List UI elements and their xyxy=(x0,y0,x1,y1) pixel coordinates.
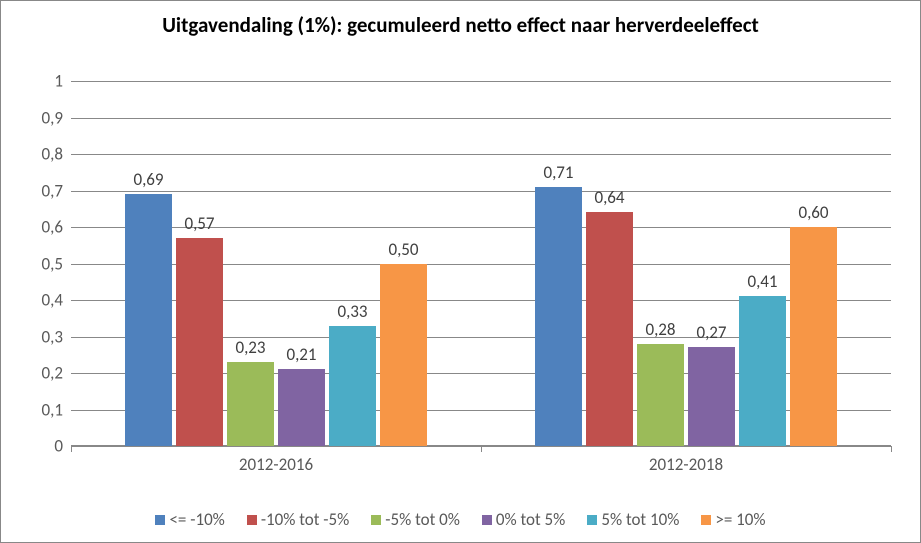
gridline xyxy=(71,154,891,155)
legend-swatch xyxy=(482,515,492,525)
bar: 0,21 xyxy=(278,369,325,446)
bar-value-label: 0,69 xyxy=(133,169,163,190)
legend-swatch xyxy=(155,515,165,525)
x-tick xyxy=(891,446,892,452)
legend-label: 5% tot 10% xyxy=(601,509,679,530)
bar-value-label: 0,41 xyxy=(747,271,777,292)
legend-item: 5% tot 10% xyxy=(587,509,679,530)
legend-label: 0% tot 5% xyxy=(496,509,565,530)
y-tick-label: 1 xyxy=(54,71,63,92)
bar-value-label: 0,57 xyxy=(184,213,214,234)
bar: 0,23 xyxy=(227,362,274,446)
y-tick-label: 0,1 xyxy=(42,399,63,420)
bar-value-label: 0,21 xyxy=(286,344,316,365)
legend-label: -10% tot -5% xyxy=(261,509,349,530)
legend-swatch xyxy=(587,515,597,525)
y-tick-label: 0,5 xyxy=(42,253,63,274)
chart-container: Uitgavendaling (1%): gecumuleerd netto e… xyxy=(0,0,921,543)
bar-value-label: 0,23 xyxy=(235,337,265,358)
bar: 0,50 xyxy=(380,264,427,447)
plot-area: 00,10,20,30,40,50,60,70,80,912012-20160,… xyxy=(71,81,891,446)
legend-item: >= 10% xyxy=(701,509,765,530)
y-tick-label: 0,9 xyxy=(42,107,63,128)
legend-swatch xyxy=(371,515,381,525)
bar: 0,69 xyxy=(125,194,172,446)
y-tick-label: 0,7 xyxy=(42,180,63,201)
x-tick xyxy=(71,446,72,452)
bar: 0,60 xyxy=(790,227,837,446)
legend-swatch xyxy=(247,515,257,525)
bar: 0,71 xyxy=(535,187,582,446)
gridline xyxy=(71,118,891,119)
bar-value-label: 0,27 xyxy=(696,322,726,343)
y-tick-label: 0 xyxy=(54,436,63,457)
chart-title: Uitgavendaling (1%): gecumuleerd netto e… xyxy=(1,1,920,38)
bar-value-label: 0,33 xyxy=(337,301,367,322)
legend-item: <= -10% xyxy=(155,509,224,530)
legend-label: >= 10% xyxy=(715,509,765,530)
y-tick-label: 0,2 xyxy=(42,363,63,384)
y-tick-label: 0,6 xyxy=(42,217,63,238)
legend: <= -10% -10% tot -5% -5% tot 0% 0% tot 5% 5%… xyxy=(1,509,920,530)
gridline xyxy=(71,191,891,192)
bar: 0,28 xyxy=(637,344,684,446)
bar: 0,41 xyxy=(739,296,786,446)
x-category-label: 2012-2018 xyxy=(649,454,723,475)
legend-item: -10% tot -5% xyxy=(247,509,349,530)
bar: 0,27 xyxy=(688,347,735,446)
y-tick-label: 0,4 xyxy=(42,290,63,311)
legend-label: <= -10% xyxy=(169,509,224,530)
y-tick-label: 0,8 xyxy=(42,144,63,165)
bar: 0,64 xyxy=(586,212,633,446)
bar: 0,33 xyxy=(329,326,376,446)
bar-value-label: 0,64 xyxy=(594,187,624,208)
y-tick-label: 0,3 xyxy=(42,326,63,347)
legend-item: 0% tot 5% xyxy=(482,509,565,530)
bar-value-label: 0,28 xyxy=(645,319,675,340)
bar-value-label: 0,71 xyxy=(543,162,573,183)
bar: 0,57 xyxy=(176,238,223,446)
legend-label: -5% tot 0% xyxy=(385,509,460,530)
x-tick xyxy=(481,446,482,452)
legend-swatch xyxy=(701,515,711,525)
gridline xyxy=(71,81,891,82)
bar-value-label: 0,50 xyxy=(388,239,418,260)
legend-item: -5% tot 0% xyxy=(371,509,460,530)
bar-value-label: 0,60 xyxy=(798,202,828,223)
x-category-label: 2012-2016 xyxy=(239,454,313,475)
